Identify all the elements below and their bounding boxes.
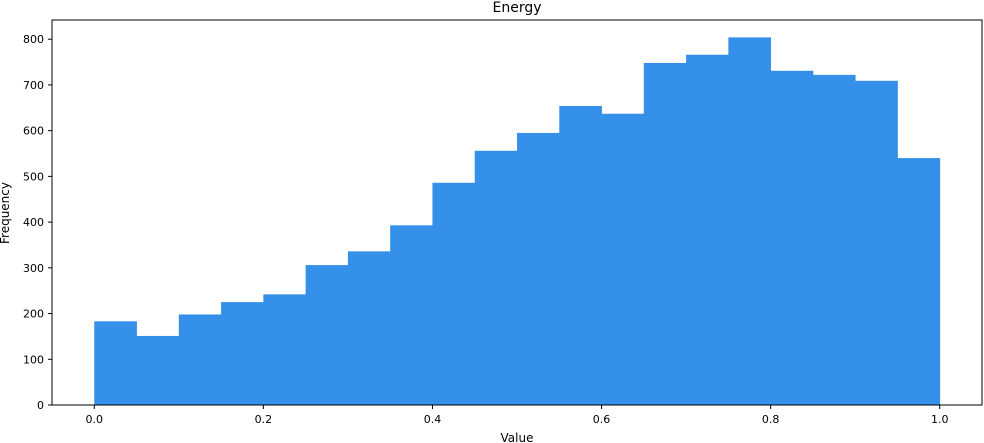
bars-group bbox=[94, 37, 941, 406]
x-tick-label: 0.8 bbox=[762, 413, 780, 426]
y-tick-label: 600 bbox=[23, 125, 44, 138]
y-axis-label: Frequency bbox=[0, 182, 12, 244]
y-tick-label: 0 bbox=[37, 399, 44, 412]
y-axis: 0 100 200 300 400 500 600 700 800 bbox=[23, 33, 52, 412]
x-tick-label: 0.0 bbox=[86, 413, 104, 426]
y-tick-label: 300 bbox=[23, 262, 44, 275]
histogram-bar bbox=[855, 80, 898, 405]
histogram-bar bbox=[347, 251, 391, 405]
chart-title: Energy bbox=[492, 0, 541, 16]
histogram-bar bbox=[390, 225, 433, 405]
histogram-bar bbox=[643, 62, 687, 406]
histogram-bar bbox=[897, 158, 941, 405]
histogram-bar bbox=[263, 294, 307, 405]
x-tick-label: 0.6 bbox=[593, 413, 611, 426]
histogram-bar bbox=[94, 321, 137, 405]
plot-frame bbox=[51, 19, 983, 406]
histogram-bar bbox=[305, 265, 349, 405]
histogram-bar bbox=[178, 314, 222, 405]
x-axis: 0.0 0.2 0.4 0.6 0.8 1.0 bbox=[86, 405, 949, 426]
x-tick-label: 1.0 bbox=[931, 413, 949, 426]
x-axis-label: Value bbox=[501, 431, 534, 443]
histogram-bar bbox=[474, 150, 518, 405]
histogram-bar bbox=[686, 54, 729, 405]
histogram-bar bbox=[728, 37, 772, 405]
y-tick-label: 200 bbox=[23, 308, 44, 321]
y-tick-label: 800 bbox=[23, 33, 44, 46]
histogram-bar bbox=[432, 182, 476, 405]
histogram-bar bbox=[221, 302, 264, 405]
y-tick-label: 500 bbox=[23, 170, 44, 183]
y-tick-label: 100 bbox=[23, 353, 44, 366]
histogram-bar bbox=[812, 74, 856, 406]
x-tick-label: 0.2 bbox=[255, 413, 273, 426]
histogram-bar bbox=[517, 132, 560, 405]
histogram-bar bbox=[601, 113, 645, 405]
y-tick-label: 700 bbox=[23, 79, 44, 92]
y-tick-label: 400 bbox=[23, 216, 44, 229]
histogram-bar bbox=[770, 70, 814, 406]
histogram-bar bbox=[136, 335, 180, 405]
histogram-bar bbox=[559, 105, 602, 405]
x-tick-label: 0.4 bbox=[424, 413, 442, 426]
